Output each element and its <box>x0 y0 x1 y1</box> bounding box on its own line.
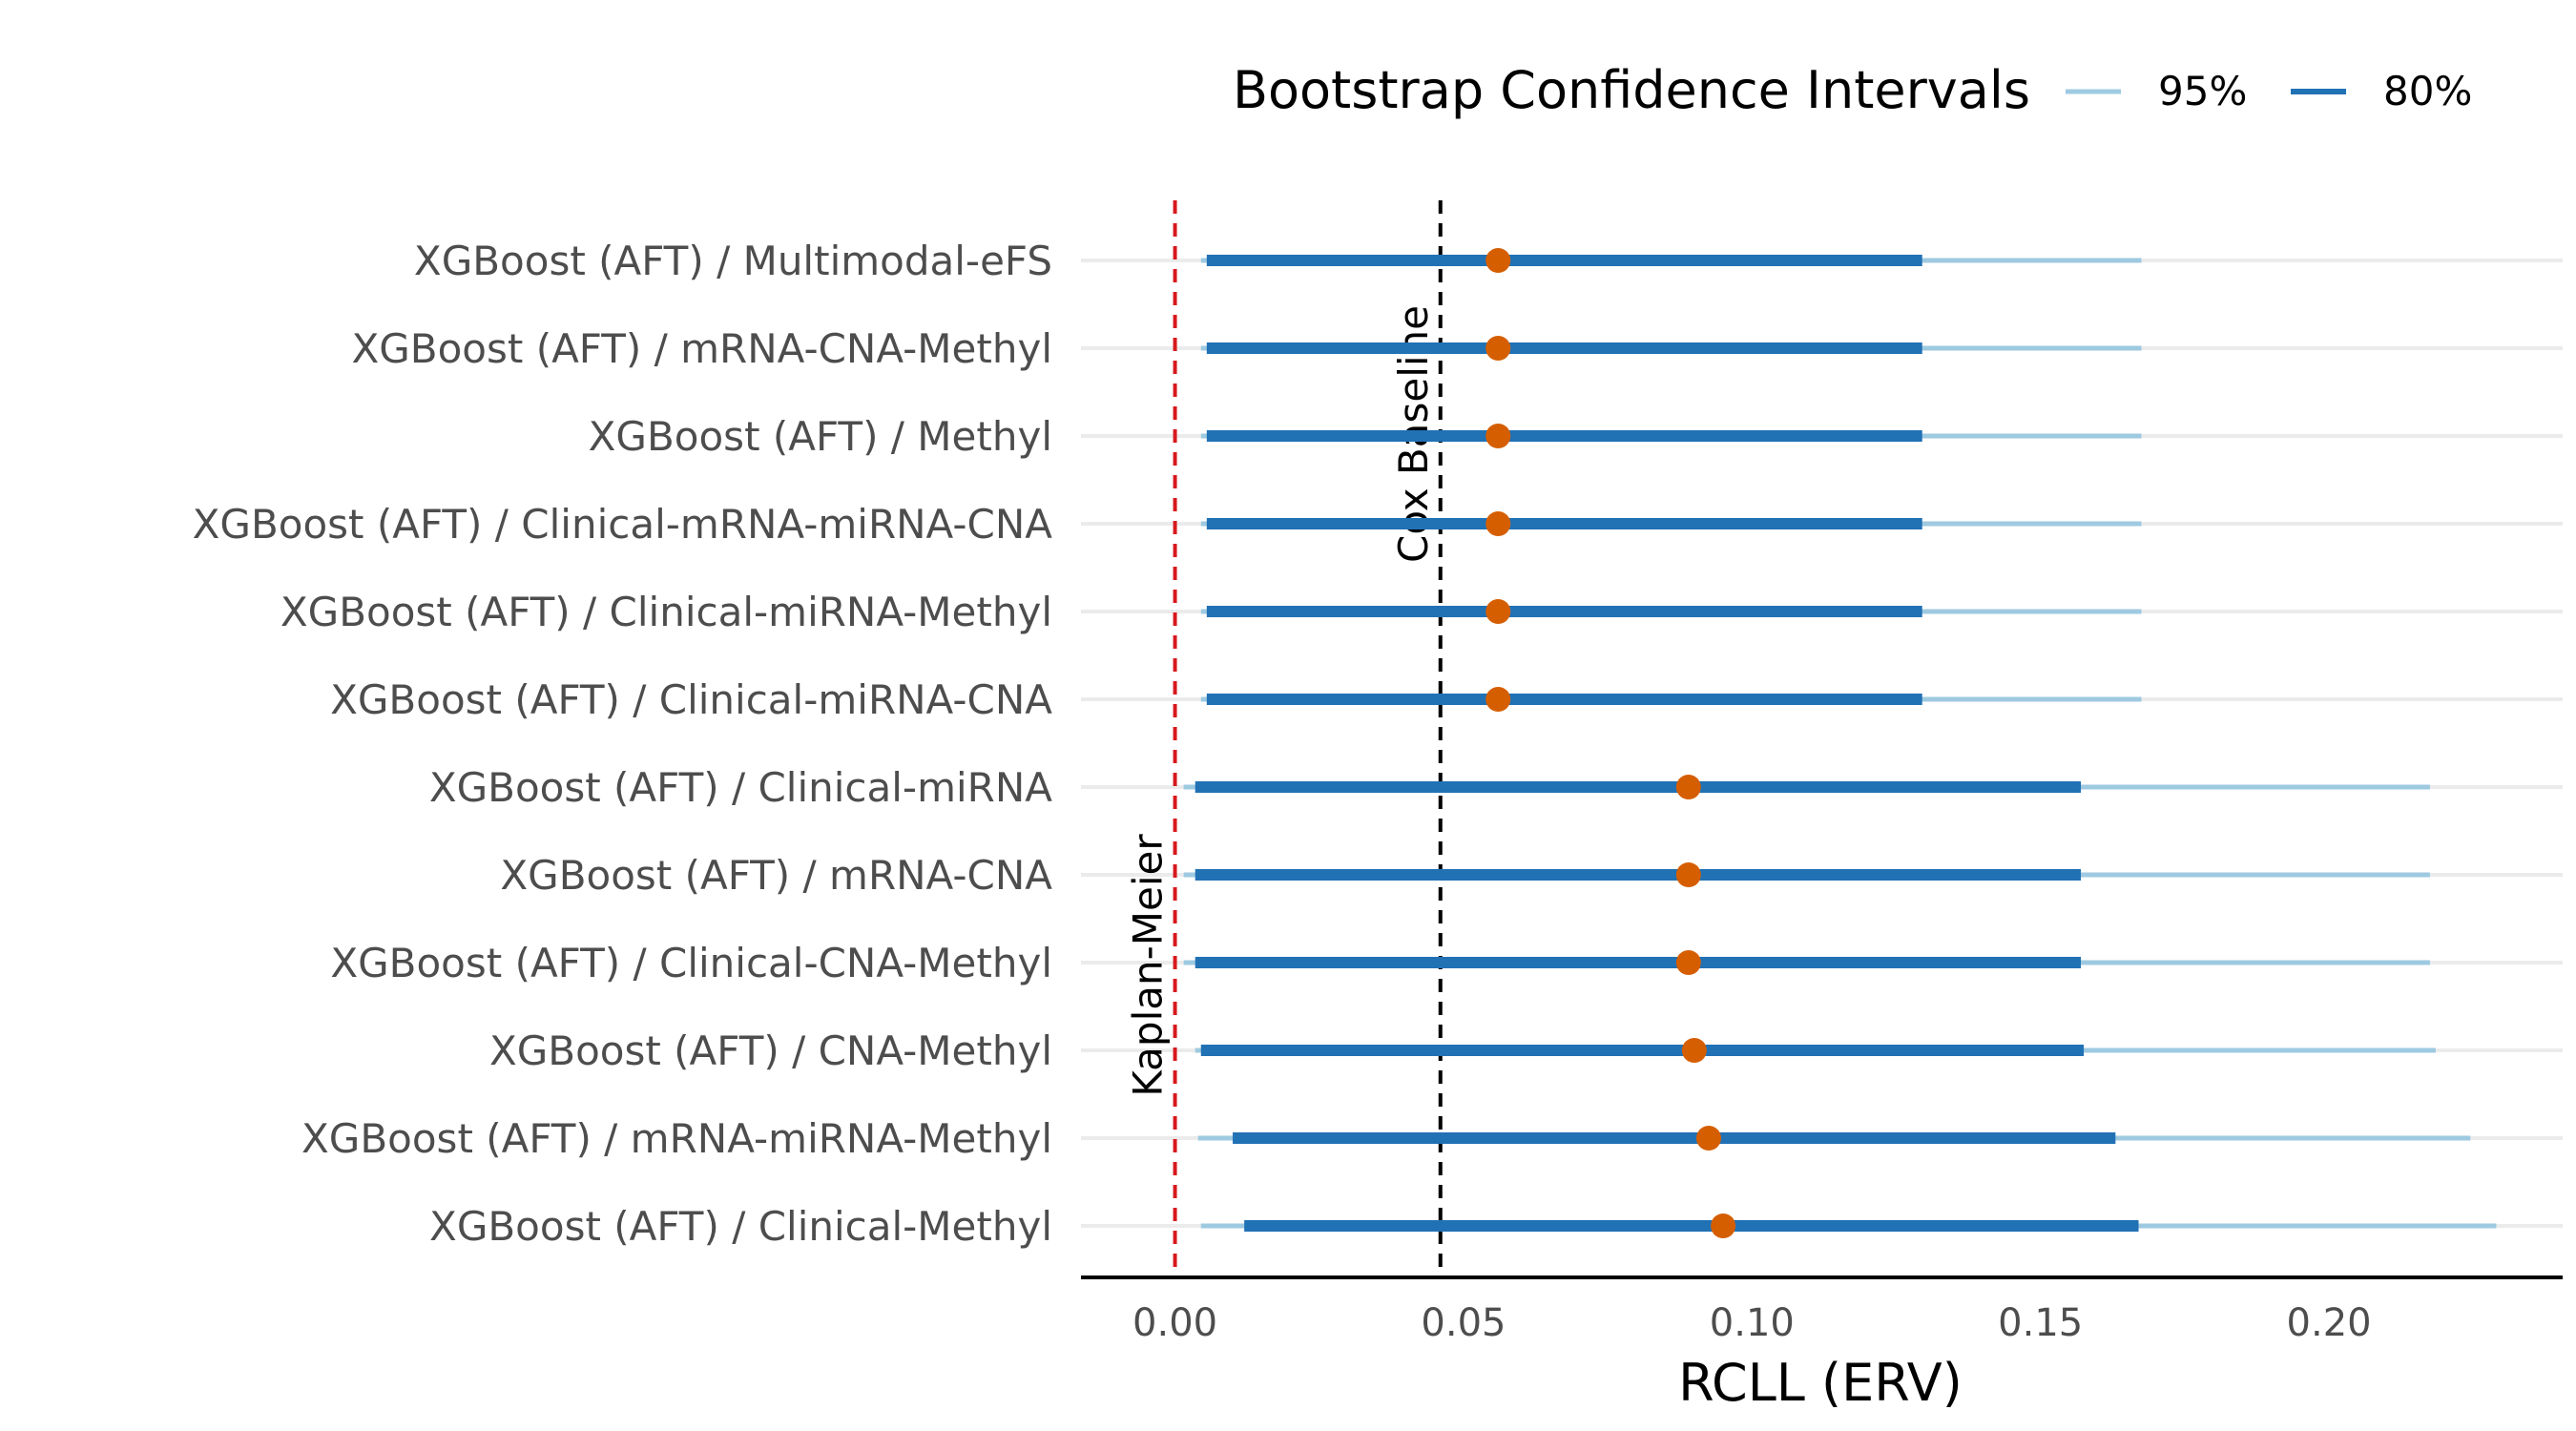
point-estimate <box>1485 248 1511 273</box>
reference-lines: Kaplan-MeierCox Baseline <box>1125 200 1443 1277</box>
x-tick-label: 0.15 <box>1998 1301 2083 1345</box>
row-label: XGBoost (AFT) / Methyl <box>589 413 1052 460</box>
ci80-bars <box>1195 255 2139 1232</box>
row-label: XGBoost (AFT) / CNA-Methyl <box>489 1027 1052 1074</box>
x-tick-label: 0.10 <box>1710 1301 1795 1345</box>
point-estimates <box>1485 248 1736 1238</box>
row-label: XGBoost (AFT) / mRNA-miRNA-Methyl <box>301 1115 1052 1162</box>
kaplan-meier-label: Kaplan-Meier <box>1125 834 1172 1097</box>
legend-title: Bootstrap Confidence Intervals <box>1233 60 2030 120</box>
x-tick-label: 0.00 <box>1132 1301 1217 1345</box>
point-estimate <box>1711 1213 1736 1238</box>
row-label: XGBoost (AFT) / mRNA-CNA-Methyl <box>351 325 1052 372</box>
row-label: XGBoost (AFT) / mRNA-CNA <box>500 852 1052 899</box>
point-estimate <box>1485 599 1511 624</box>
row-label: XGBoost (AFT) / Clinical-mRNA-miRNA-CNA <box>193 501 1053 548</box>
point-estimate <box>1681 1038 1707 1063</box>
row-label: XGBoost (AFT) / Clinical-CNA-Methyl <box>330 940 1052 986</box>
point-estimate <box>1485 336 1511 361</box>
row-label: XGBoost (AFT) / Multimodal-eFS <box>414 238 1052 284</box>
legend-label: 80% <box>2383 68 2472 114</box>
row-label: XGBoost (AFT) / Clinical-miRNA <box>429 764 1052 811</box>
row-label: XGBoost (AFT) / Clinical-Methyl <box>429 1203 1052 1250</box>
x-axis-title: RCLL (ERV) <box>1678 1353 1963 1413</box>
point-estimate <box>1675 950 1701 975</box>
legend-label: 95% <box>2158 68 2247 114</box>
point-estimate <box>1485 424 1511 448</box>
gridlines <box>1081 259 2563 1228</box>
point-estimate <box>1485 511 1511 536</box>
row-label: XGBoost (AFT) / Clinical-miRNA-CNA <box>330 676 1052 723</box>
ci95-bars <box>1183 258 2497 1229</box>
x-tick-label: 0.05 <box>1421 1301 1506 1345</box>
point-estimate <box>1695 1126 1721 1151</box>
point-estimate <box>1675 775 1701 799</box>
x-axis-ticks: 0.00 0.05 0.10 0.15 0.20 <box>1132 1301 2372 1345</box>
x-tick-label: 0.20 <box>2287 1301 2372 1345</box>
row-labels: XGBoost (AFT) / Multimodal-eFS XGBoost (A… <box>193 238 1053 1250</box>
row-label: XGBoost (AFT) / Clinical-miRNA-Methyl <box>280 589 1052 635</box>
point-estimate <box>1675 862 1701 887</box>
legend: Bootstrap Confidence Intervals 95% 80% <box>1233 60 2472 120</box>
point-estimate <box>1485 687 1511 712</box>
